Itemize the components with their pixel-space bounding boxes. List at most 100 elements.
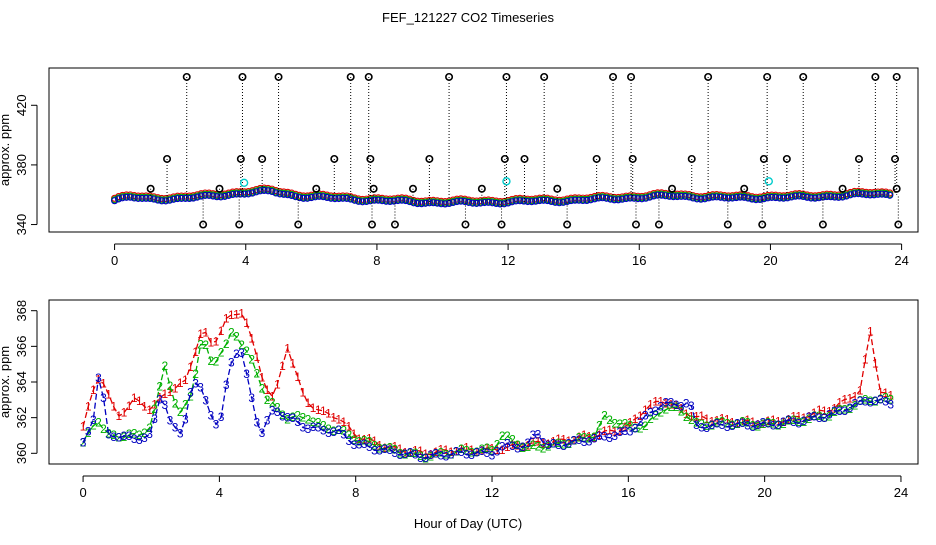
- series-3-label: 3: [657, 399, 664, 413]
- series-3-label: 3: [570, 433, 577, 447]
- series-2-label: 2: [136, 428, 143, 442]
- series-3-label: 3: [806, 410, 813, 424]
- series-3-point: [650, 192, 658, 200]
- series-2-label: 2: [305, 413, 312, 427]
- bottom-x-axis: 0 4 8 12 16 20 24: [79, 475, 908, 500]
- series-3-point: [658, 191, 666, 199]
- series-3-point: [299, 194, 308, 202]
- top-y-tick-label: 420: [14, 94, 29, 116]
- series-3-point: [614, 196, 622, 204]
- series-3-point: [815, 194, 823, 202]
- series-2-label: 2: [473, 445, 480, 459]
- series-3-label: 3: [233, 347, 240, 361]
- series-3-point: [166, 196, 174, 204]
- series-1-label: 1: [284, 341, 291, 355]
- series-3-point: [783, 194, 792, 202]
- outlier-high: [274, 72, 283, 81]
- series-2-label: 2: [591, 430, 598, 444]
- series-2-label: 2: [846, 402, 853, 416]
- series-1-label: 1: [105, 387, 112, 401]
- series-2-label: 2: [688, 413, 695, 427]
- series-2-label: 2: [606, 413, 613, 427]
- series-3-label: 3: [760, 416, 767, 430]
- series-3-label: 3: [325, 426, 332, 440]
- series-3-label: 3: [422, 451, 429, 465]
- series-3-point: [111, 197, 119, 205]
- series-2-label: 2: [192, 367, 199, 381]
- outlier-low: [894, 220, 903, 229]
- series-1-label: 1: [468, 443, 475, 457]
- series-2-label: 2: [611, 417, 618, 431]
- series-1-label: 1: [141, 400, 148, 414]
- series-3-point: [492, 199, 500, 208]
- series-3-point: [307, 194, 315, 202]
- series-3-point: [370, 196, 378, 204]
- series-1-label: 1: [627, 416, 634, 430]
- series-3-point: [449, 198, 457, 207]
- series-3-point: [114, 195, 123, 203]
- series-1-label: 1: [637, 409, 644, 423]
- outlier-low: [723, 220, 732, 229]
- series-1-label: 1: [248, 332, 255, 346]
- series-1-label: 1: [397, 442, 404, 456]
- series-1-label: 1: [729, 415, 736, 429]
- series-3-point: [831, 193, 839, 201]
- series-3-label: 3: [514, 441, 521, 455]
- series-3-line: [82, 352, 892, 459]
- series-1-label: 1: [351, 427, 358, 441]
- series-1-label: 1: [162, 387, 169, 401]
- series-3-label: 3: [208, 408, 215, 422]
- series-2-label: 2: [141, 426, 148, 440]
- outlier-mid: [782, 154, 791, 163]
- series-3-point: [138, 194, 146, 202]
- series-1-label: 1: [678, 402, 685, 416]
- series-2-label: 2: [208, 354, 215, 368]
- series-3-point: [177, 194, 186, 202]
- series-2-label: 2: [719, 414, 726, 428]
- series-2-label: 2: [800, 415, 807, 429]
- series-3-point: [382, 197, 390, 205]
- series-3-point: [469, 199, 477, 207]
- outlier-high: [609, 72, 618, 81]
- series-2-label: 2: [514, 438, 521, 452]
- series-3-label: 3: [754, 418, 761, 432]
- series-3-label: 3: [565, 437, 572, 451]
- series-3-point: [461, 198, 469, 206]
- series-2-label: 2: [197, 338, 204, 352]
- series-3-label: 3: [427, 448, 434, 462]
- series-1-label: 1: [616, 424, 623, 438]
- series-3-label: 3: [192, 377, 199, 391]
- outlier-mid: [366, 154, 375, 163]
- outlier-small: [477, 184, 486, 193]
- series-2-label: 2: [361, 433, 368, 447]
- series-3-point: [681, 192, 689, 200]
- series-3-label: 3: [632, 421, 639, 435]
- series-3-point: [539, 196, 548, 204]
- series-2-label: 2: [887, 393, 894, 407]
- series-1-label: 1: [208, 335, 215, 349]
- series-3-point: [225, 191, 233, 199]
- series-3-point: [378, 197, 386, 205]
- series-2-label: 2: [85, 426, 92, 440]
- outlier-low: [199, 220, 208, 229]
- outlier-low: [631, 220, 640, 229]
- outlier-mid: [500, 154, 509, 163]
- series-1-label: 1: [683, 407, 690, 421]
- series-3-point: [567, 197, 575, 205]
- series-1-label: 1: [402, 445, 409, 459]
- outlier-mid: [330, 154, 339, 163]
- series-3-point: [858, 190, 866, 198]
- series-1-label: 1: [749, 415, 756, 429]
- outlier-high: [502, 72, 511, 81]
- series-2-label: 2: [749, 419, 756, 433]
- series-3-point: [280, 190, 288, 198]
- series-3-label: 3: [269, 403, 276, 417]
- series-3-label: 3: [305, 422, 312, 436]
- outlier-low: [818, 220, 827, 229]
- series-1-label: 1: [412, 443, 419, 457]
- series-1-label: 1: [535, 434, 542, 448]
- x-axis-label: Hour of Day (UTC): [414, 516, 522, 531]
- outlier-high: [540, 72, 549, 81]
- series-2-label: 2: [330, 424, 337, 438]
